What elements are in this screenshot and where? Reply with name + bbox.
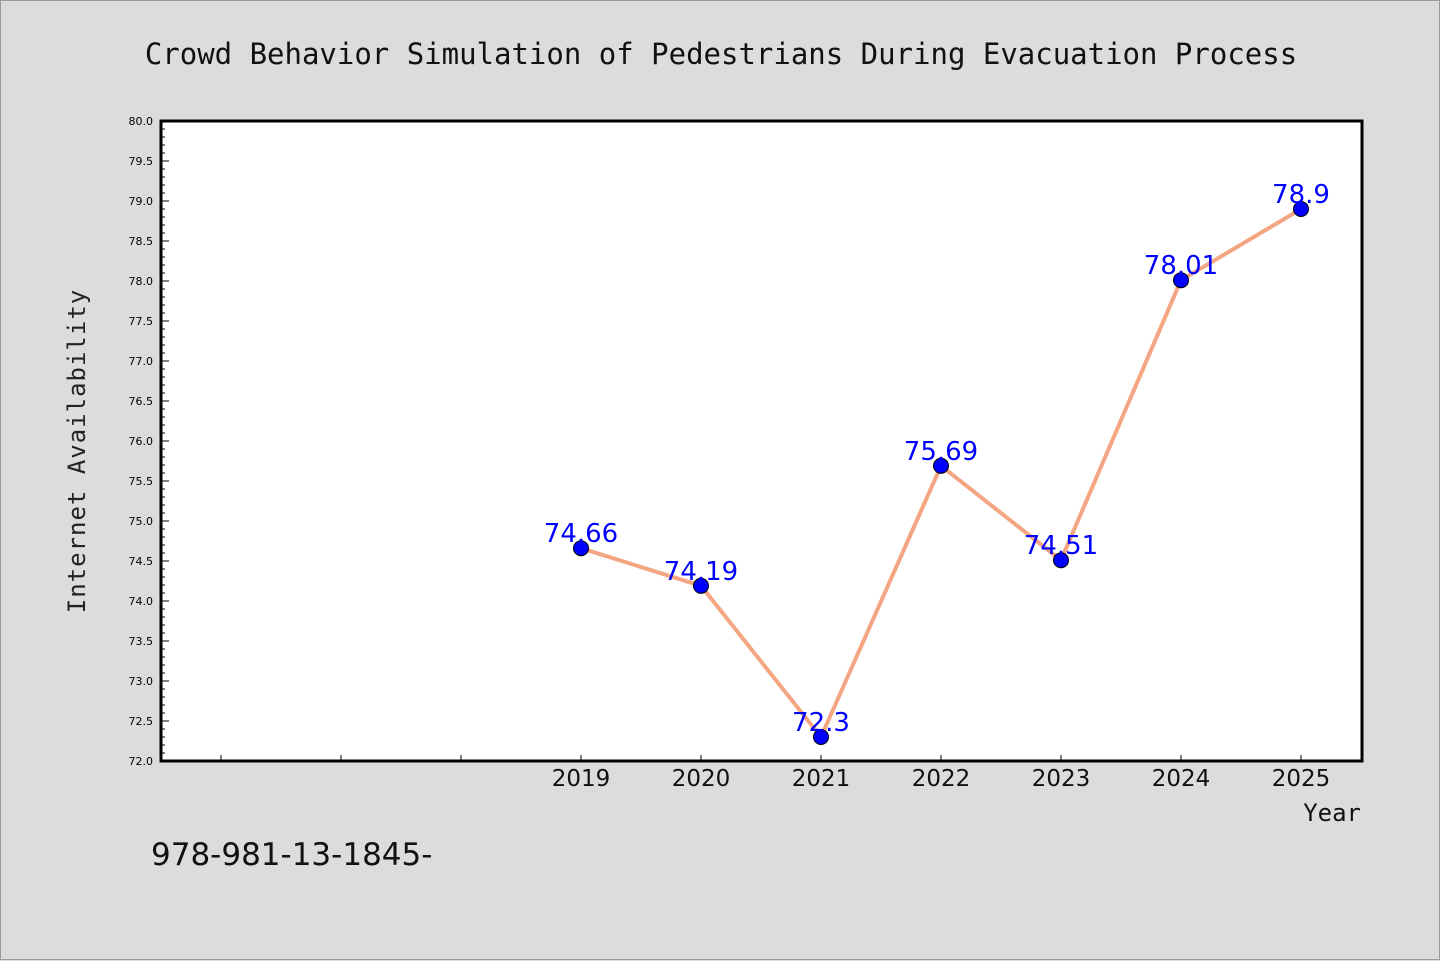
footer-text: 978-981-13-1845- xyxy=(151,837,432,873)
y-tick-label: 75.0 xyxy=(129,515,154,528)
data-label: 74.19 xyxy=(664,557,738,587)
x-tick-label: 2025 xyxy=(1272,766,1331,792)
x-tick-label: 2021 xyxy=(792,766,851,792)
y-tick-label: 80.0 xyxy=(129,115,154,128)
y-tick-label: 74.0 xyxy=(129,595,154,608)
chart-title: Crowd Behavior Simulation of Pedestrians… xyxy=(145,37,1297,71)
data-label: 75.69 xyxy=(904,437,978,467)
data-point xyxy=(693,577,709,594)
y-tick-label: 74.5 xyxy=(129,555,154,568)
data-label: 78.9 xyxy=(1272,180,1330,210)
x-tick-label: 2020 xyxy=(672,766,731,792)
y-tick-label: 76.5 xyxy=(129,395,154,408)
y-tick-label: 73.0 xyxy=(129,675,154,688)
data-label: 74.66 xyxy=(544,519,618,549)
data-point xyxy=(573,540,589,557)
x-axis-label: Year xyxy=(1303,799,1361,827)
y-tick-label: 72.5 xyxy=(129,715,154,728)
x-tick-label: 2024 xyxy=(1152,766,1211,792)
data-point xyxy=(1293,201,1309,217)
data-label: 74.51 xyxy=(1024,531,1098,561)
y-tick-label: 77.5 xyxy=(129,315,154,328)
y-tick-label: 76.0 xyxy=(129,435,154,448)
plot-frame xyxy=(159,119,1364,763)
data-point xyxy=(1173,272,1189,289)
y-tick-label: 79.5 xyxy=(129,155,154,168)
x-tick-label: 2023 xyxy=(1032,766,1091,792)
y-tick-label: 78.0 xyxy=(129,275,154,288)
y-axis: 72.0 72.5 73.0 73.5 74.0 74.5 75.0 75.5 76.0 76.5… xyxy=(129,115,169,768)
y-axis-label: Internet Availability xyxy=(63,289,91,613)
data-label: 72.3 xyxy=(792,708,850,738)
y-tick-label: 77.0 xyxy=(129,355,154,368)
x-tick-label: 2019 xyxy=(552,766,611,792)
data-point xyxy=(933,457,949,474)
data-label: 78.01 xyxy=(1144,251,1218,281)
plot-area xyxy=(161,121,1362,761)
y-tick-label: 79.0 xyxy=(129,195,154,208)
y-tick-label: 78.5 xyxy=(129,235,154,248)
data-point xyxy=(813,729,829,745)
x-axis: 2019 2020 2021 2022 2023 2024 2025 xyxy=(220,755,1331,792)
y-tick-label: 73.5 xyxy=(129,635,154,648)
data-point xyxy=(1053,552,1069,569)
series-group: 74.66 74.19 72.3 75.69 74.51 78.01 78.9 xyxy=(544,180,1330,745)
x-tick-label: 2022 xyxy=(912,766,971,792)
y-tick-label: 75.5 xyxy=(129,475,154,488)
y-tick-label: 72.0 xyxy=(129,755,154,768)
